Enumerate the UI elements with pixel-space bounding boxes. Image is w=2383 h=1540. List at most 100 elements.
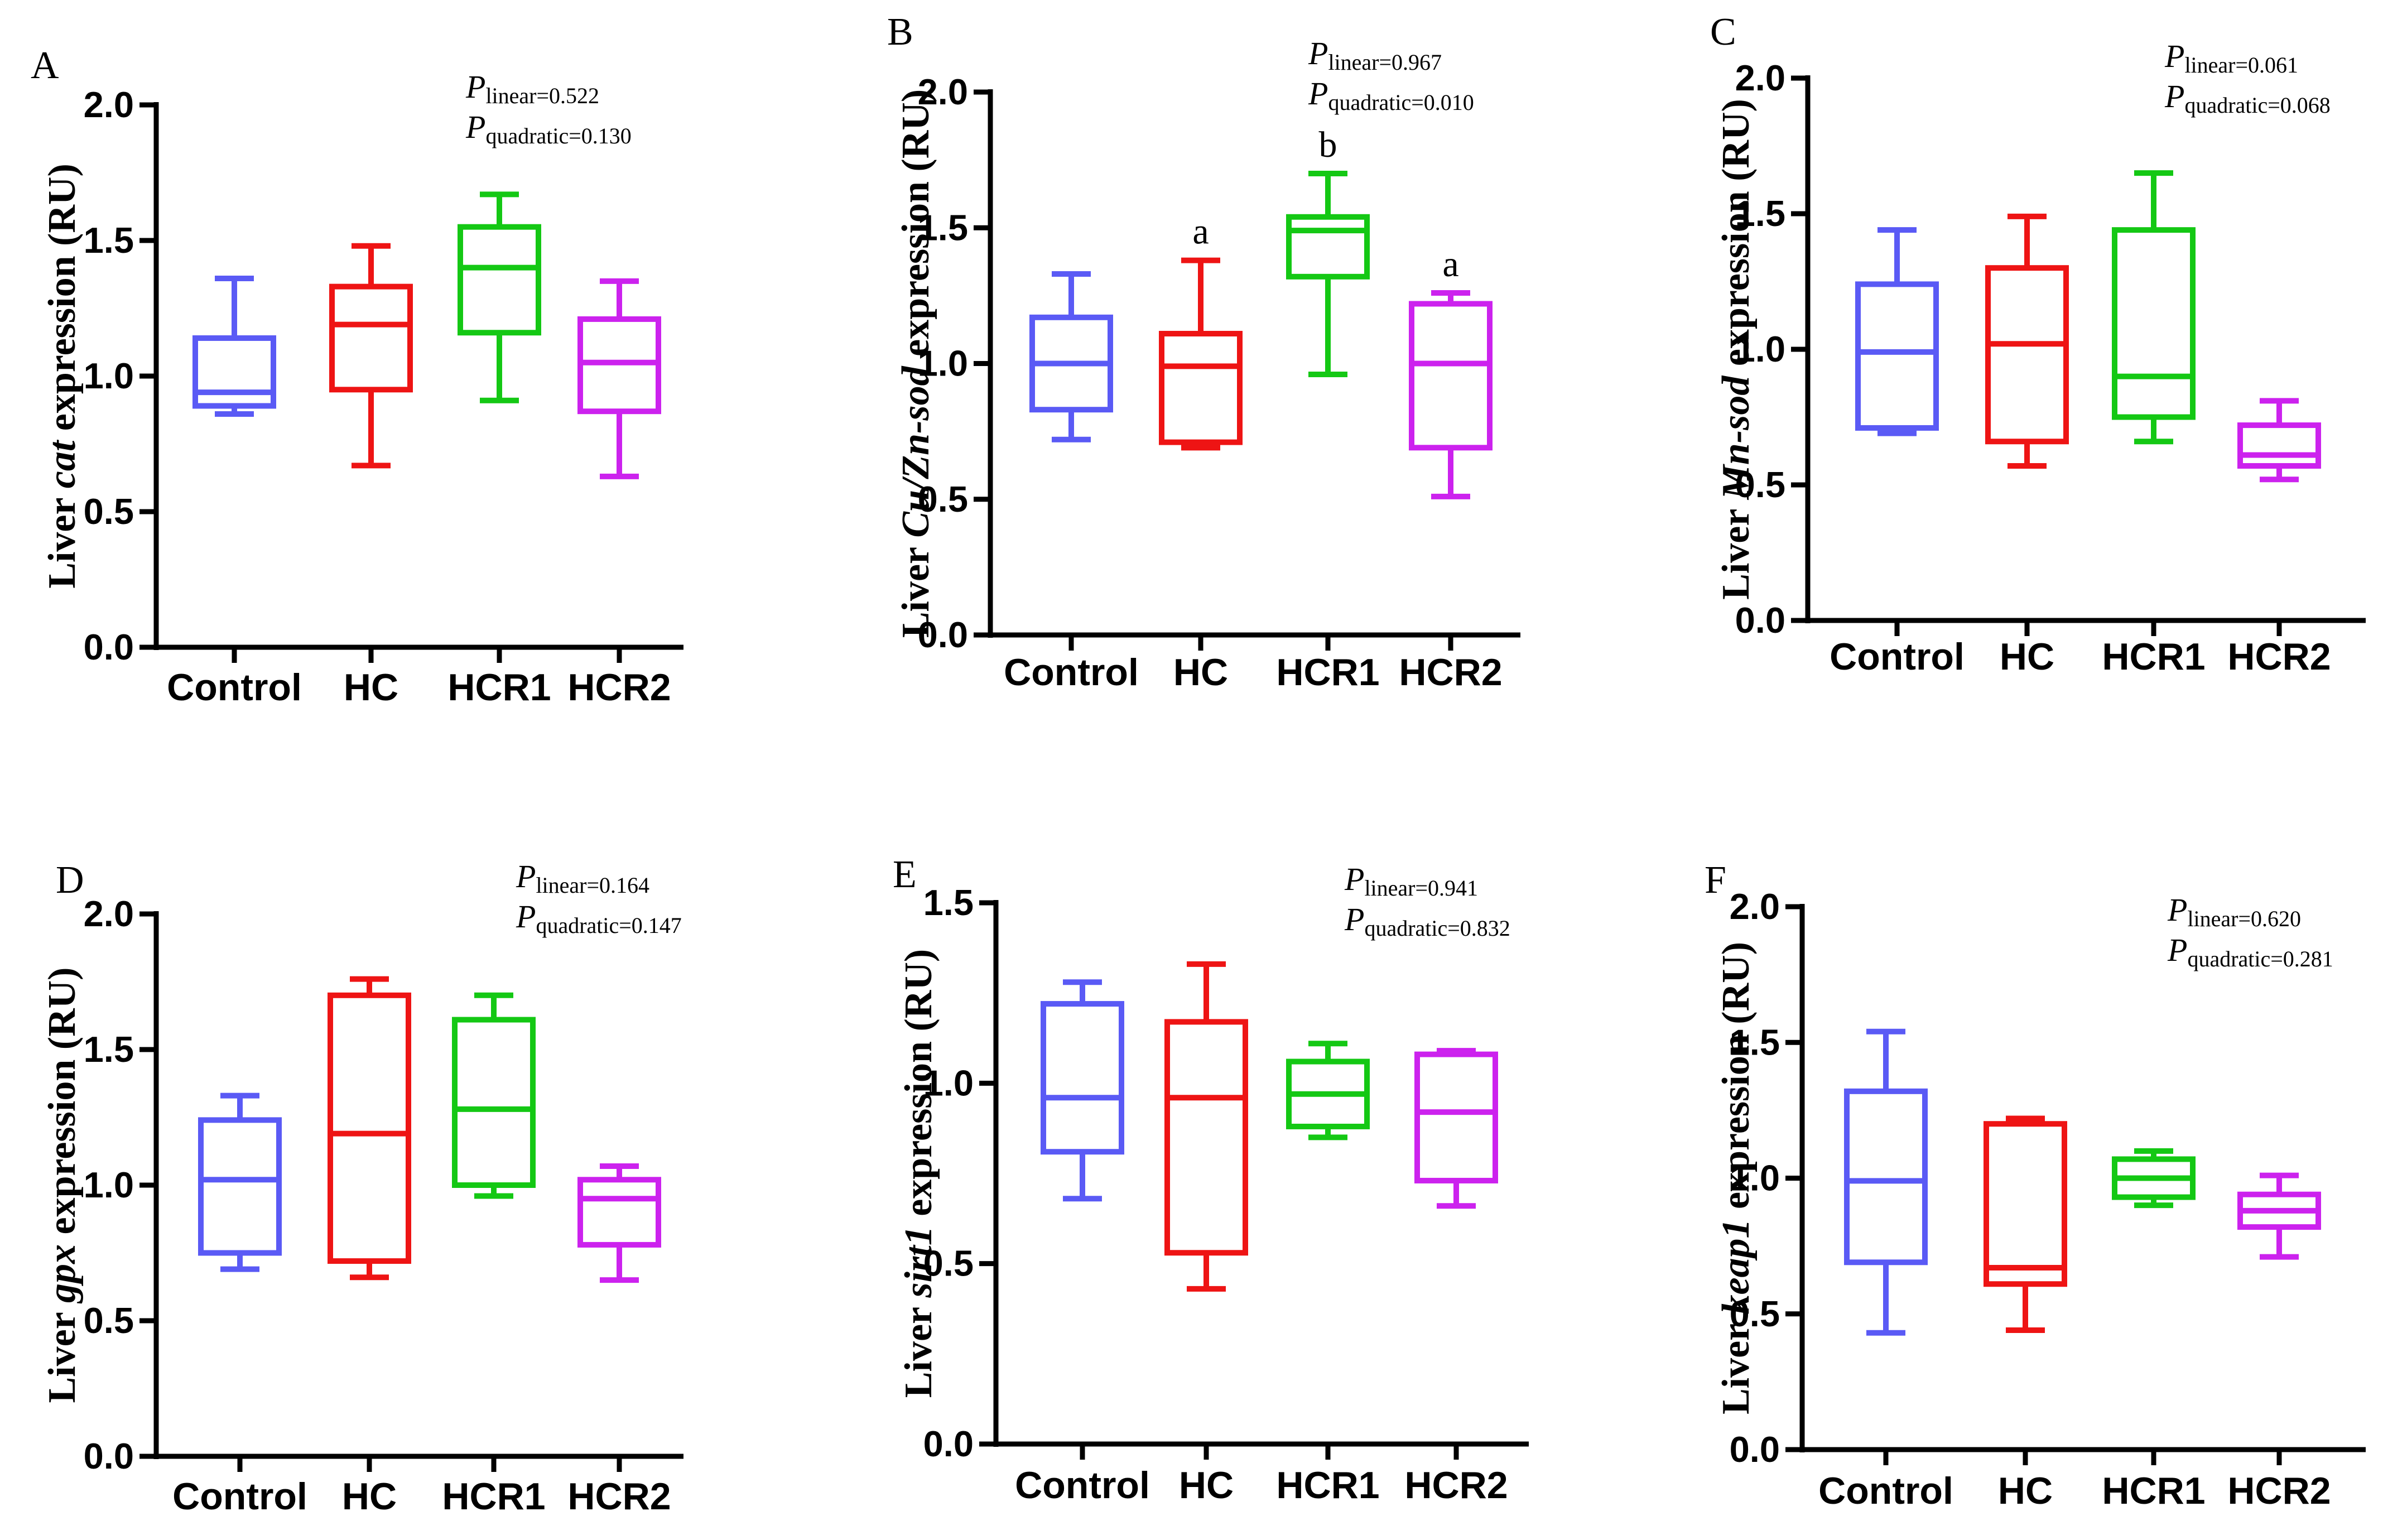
x-tick-label: Control: [1004, 651, 1139, 694]
y-axis-label-part: Liver: [41, 488, 84, 589]
y-tick-label: 1.0: [918, 343, 968, 384]
y-tick-label: 2.0: [1735, 57, 1785, 98]
significance-letter: a: [1192, 211, 1209, 252]
box-iqr: [577, 1177, 661, 1248]
y-axis-label-part: expression (RU): [894, 89, 937, 366]
y-tick-label: 1.0: [84, 355, 134, 396]
box-hcr2: [1409, 290, 1493, 499]
panel-C: C 0.0 0.5 1.0 1.5 2.0 Control HC HCR1 HCR2 Liver M…: [1710, 11, 2366, 678]
box-control: [1041, 979, 1124, 1202]
significance-letter: b: [1319, 124, 1337, 165]
panel-letter: D: [56, 859, 84, 902]
y-tick-label: 1.5: [84, 220, 134, 261]
panel-D: D 0.0 0.5 1.0 1.5 2.0 Control HC HCR1 HCR2 Liver g…: [41, 858, 683, 1518]
p-symbol: P: [1308, 35, 1328, 71]
y-axis-label-part: Mn-sod: [1715, 376, 1758, 501]
p-linear-label: Plinear=0.522: [465, 69, 599, 108]
y-axis-label-part: Liver: [41, 1303, 84, 1403]
y-tick-label: 1.5: [1735, 193, 1785, 234]
p-symbol: P: [2167, 932, 2187, 968]
panel-letter: C: [1710, 11, 1736, 54]
box-iqr: [192, 335, 276, 409]
y-tick-label: 0.0: [84, 1436, 134, 1476]
y-axis-label-part: Liver: [1715, 499, 1758, 600]
box-hcr1: [452, 992, 536, 1199]
x-tick-label: Control: [167, 666, 302, 709]
panel-letter: A: [31, 44, 59, 87]
p-quadratic-value: quadratic=0.068: [2184, 93, 2330, 118]
p-linear-value: linear=0.967: [1328, 50, 1442, 75]
y-axis-label-part: expression (RU): [41, 163, 84, 440]
box-control: [192, 276, 276, 417]
p-symbol: P: [2167, 892, 2187, 928]
panel-E: E 0.0 0.5 1.0 1.5 Control HC HCR1 HCR2 Liver sirt…: [893, 853, 1529, 1507]
y-axis-label-part: expression (RU): [41, 968, 84, 1244]
y-tick-label: 1.5: [84, 1029, 134, 1070]
panel-letter: E: [893, 853, 917, 896]
y-tick-label: 0.5: [918, 479, 968, 519]
y-axis-label-part: keap1: [1715, 1219, 1758, 1314]
p-symbol: P: [2164, 78, 2184, 114]
p-linear-label: Plinear=0.620: [2167, 892, 2301, 931]
y-axis-label-part: gpx: [41, 1244, 84, 1304]
box-hcr1: [2112, 1148, 2196, 1209]
y-tick-label: 0.0: [1730, 1429, 1780, 1470]
y-tick-label: 1.5: [1730, 1022, 1780, 1062]
y-axis-label-part: expression (RU): [1715, 942, 1758, 1219]
x-tick-label: Control: [172, 1475, 307, 1518]
box-hc: [328, 976, 411, 1281]
y-axis-label-part: Liver: [1715, 1315, 1758, 1415]
x-tick-label: HCR1: [2102, 636, 2205, 678]
x-tick-label: HCR1: [1276, 651, 1379, 694]
p-symbol: P: [1344, 901, 1364, 937]
p-linear-value: linear=0.061: [2184, 52, 2298, 78]
box-hcr1: [1286, 1041, 1370, 1140]
box-control: [1844, 1028, 1928, 1336]
p-symbol: P: [1344, 861, 1364, 897]
x-tick-label: HC: [2000, 636, 2054, 678]
panel-A: A 0.0 0.5 1.0 1.5 2.0 Control HC HCR1 HCR2 Liver c…: [31, 44, 683, 709]
box-iqr: [1985, 265, 2069, 445]
p-quadratic-value: quadratic=0.832: [1364, 916, 1510, 941]
x-tick-label: Control: [1015, 1464, 1150, 1507]
box-iqr: [2112, 227, 2196, 420]
y-tick-label: 0.5: [1730, 1293, 1780, 1334]
x-tick-label: HCR2: [567, 666, 671, 709]
box-hcr2: [577, 278, 661, 479]
x-tick-label: HCR1: [442, 1475, 545, 1518]
p-linear-value: linear=0.941: [1364, 875, 1478, 901]
p-symbol: P: [516, 858, 536, 894]
box-iqr: [1409, 301, 1493, 451]
box-hc: [1159, 257, 1243, 451]
panel-letter: F: [1705, 859, 1726, 902]
box-iqr: [1984, 1121, 2067, 1287]
y-tick-label: 0.5: [84, 1300, 134, 1341]
x-tick-label: HCR2: [1404, 1464, 1508, 1507]
p-quadratic-value: quadratic=0.281: [2187, 946, 2333, 971]
y-axis-label-part: expression (RU): [1715, 99, 1758, 376]
y-axis-label: Liver sirt1 expression (RU): [897, 949, 940, 1398]
box-hcr1: [1286, 170, 1370, 377]
y-axis-label: Liver cat expression (RU): [41, 163, 84, 589]
box-hc: [1164, 961, 1248, 1292]
p-quadratic-label: Pquadratic=0.147: [516, 898, 682, 938]
y-tick-label: 2.0: [1730, 886, 1780, 927]
y-tick-label: 0.5: [1735, 464, 1785, 505]
y-tick-label: 0.0: [923, 1423, 974, 1464]
box-hcr2: [2237, 398, 2321, 483]
box-iqr: [328, 992, 411, 1264]
box-hcr1: [2112, 170, 2196, 445]
y-tick-label: 1.0: [1730, 1158, 1780, 1199]
box-iqr: [2237, 422, 2321, 469]
y-tick-label: 0.5: [84, 491, 134, 532]
x-tick-label: HC: [342, 1475, 397, 1518]
box-iqr: [1041, 1001, 1124, 1155]
p-quadratic-value: quadratic=0.010: [1328, 90, 1474, 115]
p-linear-value: linear=0.522: [485, 83, 599, 108]
x-tick-label: HCR1: [2102, 1470, 2205, 1512]
x-tick-label: HCR2: [2227, 636, 2331, 678]
box-iqr: [1159, 330, 1243, 445]
x-tick-label: HCR2: [2227, 1470, 2331, 1512]
p-quadratic-value: quadratic=0.147: [536, 913, 681, 938]
